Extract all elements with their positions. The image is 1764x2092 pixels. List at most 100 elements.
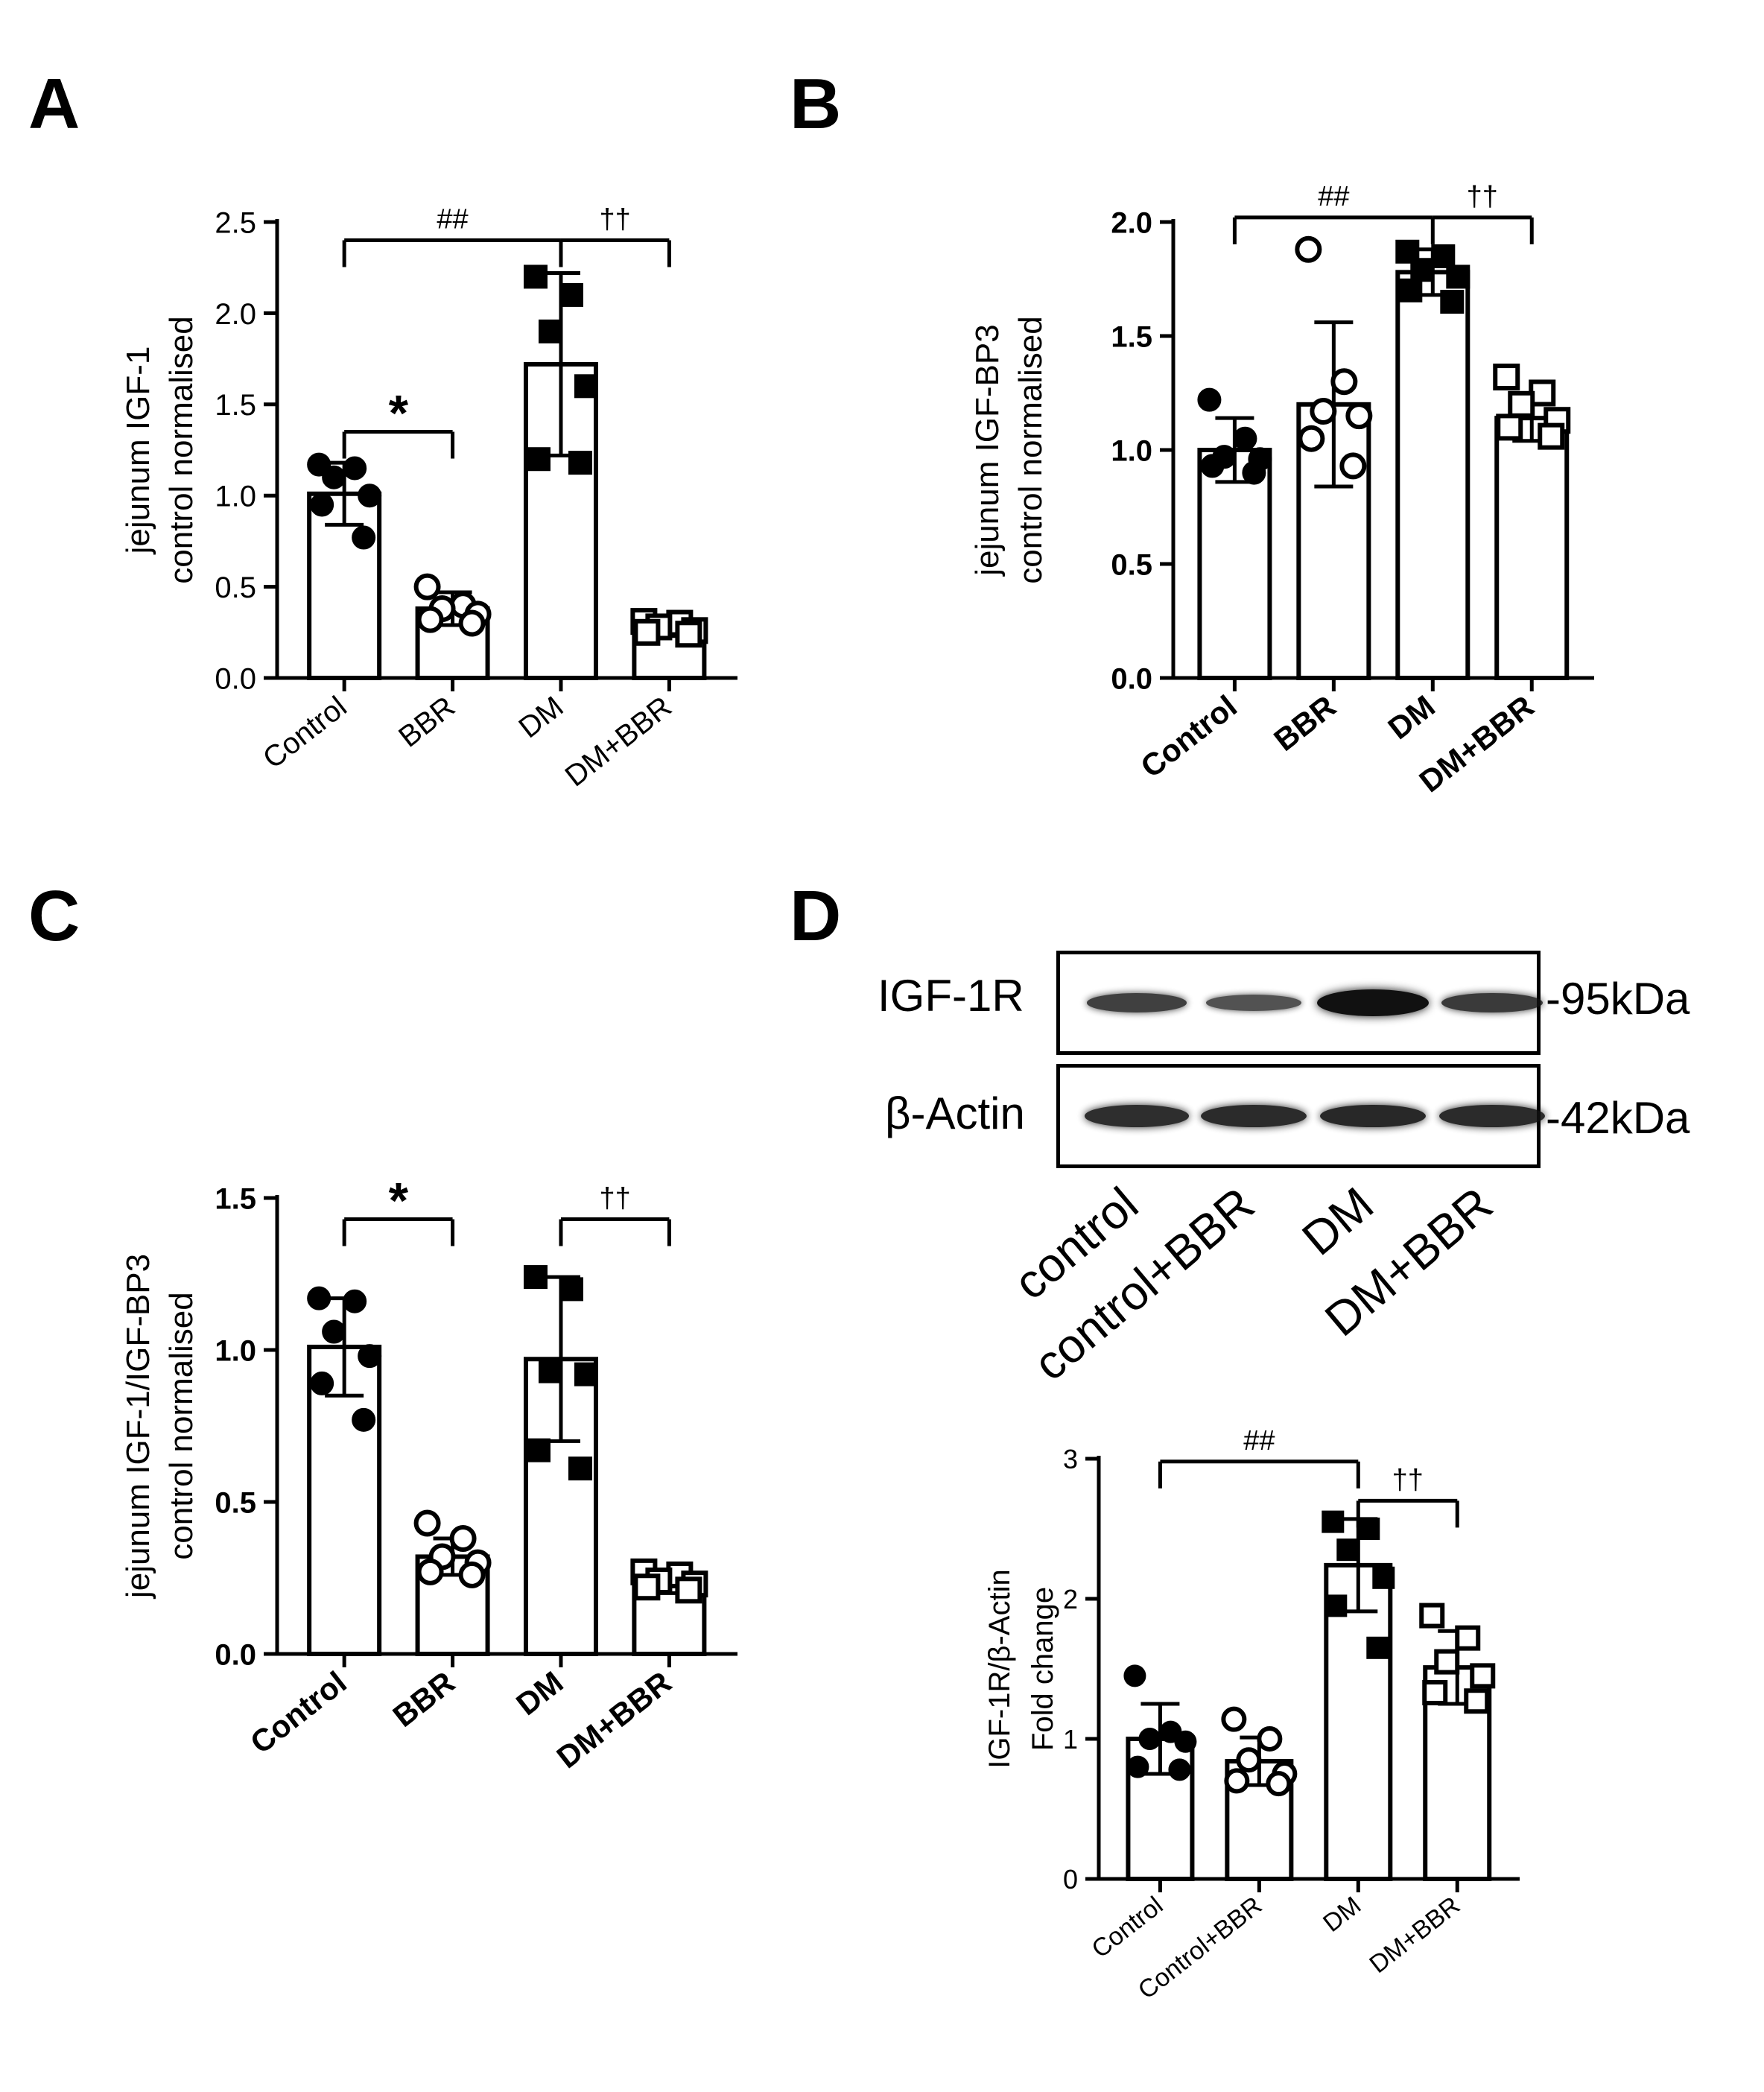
y-tick-label: 1.0	[215, 1334, 256, 1367]
data-point	[574, 374, 598, 399]
bar	[1395, 270, 1470, 680]
significance-label: ##	[437, 203, 468, 235]
y-tick-label: 1	[1063, 1724, 1078, 1755]
category-label: BBR	[386, 1664, 461, 1734]
data-point	[1446, 264, 1470, 289]
data-point	[343, 1289, 367, 1313]
blot-band	[1085, 1105, 1189, 1127]
y-tick-label: 0.0	[215, 1638, 256, 1671]
bar	[1197, 448, 1272, 680]
data-point	[1257, 1726, 1283, 1752]
y-axis-label: Fold change	[1027, 1587, 1059, 1751]
data-point	[322, 1319, 346, 1344]
y-tick-label: 2	[1063, 1584, 1078, 1614]
data-point	[574, 1362, 598, 1386]
data-point	[352, 525, 376, 550]
panel-letter-a: A	[28, 64, 80, 144]
y-tick-label: 1.5	[1111, 320, 1152, 353]
data-point	[1419, 1603, 1445, 1629]
y-tick-label: 0.5	[215, 1486, 256, 1519]
blot-size-42kda: -42kDa	[1546, 1093, 1690, 1143]
data-point	[1398, 278, 1423, 302]
data-point	[416, 1558, 444, 1585]
category-label: BBR	[393, 690, 461, 753]
data-point	[1224, 1768, 1250, 1794]
data-point	[416, 606, 444, 633]
category-label: Control	[244, 1664, 353, 1760]
data-point	[538, 319, 562, 343]
y-axis-label: jejunum IGF-1/IGF-BP3	[120, 1254, 156, 1600]
data-point	[1123, 1664, 1146, 1687]
y-axis-label: control normalised	[1012, 316, 1049, 584]
significance-label: ##	[1243, 1425, 1275, 1457]
data-point	[523, 1265, 548, 1290]
y-tick-label: 3	[1063, 1444, 1078, 1474]
data-point	[1242, 460, 1266, 485]
category-label: DM+BBR	[559, 690, 678, 793]
category-label: DM+BBR	[1364, 1891, 1465, 1979]
data-point	[449, 1524, 477, 1552]
data-point	[358, 484, 382, 508]
blot-size-95kda: -95kDa	[1546, 974, 1690, 1024]
panel-letter-b: B	[790, 64, 841, 144]
y-tick-label: 0.0	[215, 662, 256, 695]
blot-band	[1201, 1104, 1307, 1128]
data-point	[1339, 452, 1367, 480]
category-label: DM	[510, 1664, 569, 1722]
data-point	[1236, 1747, 1262, 1773]
data-point	[568, 1457, 592, 1481]
category-label: DM	[513, 690, 569, 744]
data-point	[1434, 1649, 1460, 1675]
data-point	[526, 1438, 551, 1462]
blot-band	[1320, 1104, 1426, 1128]
significance-label: *	[389, 385, 409, 442]
data-point	[1345, 402, 1373, 430]
data-point	[568, 451, 592, 475]
data-point	[1138, 1728, 1161, 1750]
y-axis-label: control normalised	[163, 316, 200, 584]
data-point	[343, 456, 367, 481]
significance-label: ##	[1318, 181, 1349, 212]
category-label: DM	[1381, 688, 1441, 746]
significance-label: *	[389, 1173, 409, 1229]
panel-letter-d: D	[790, 876, 841, 956]
data-point	[559, 282, 583, 307]
data-point	[1200, 454, 1225, 478]
data-point	[1295, 235, 1322, 263]
data-point	[1538, 422, 1565, 450]
data-point	[1336, 1538, 1360, 1562]
data-point	[413, 1509, 441, 1537]
data-point	[310, 492, 334, 517]
data-point	[1422, 1679, 1448, 1705]
y-axis-label: control normalised	[163, 1292, 200, 1560]
data-point	[1440, 290, 1465, 314]
data-point	[1233, 426, 1257, 451]
data-point	[1174, 1730, 1197, 1753]
category-label: DM	[1318, 1891, 1366, 1938]
data-point	[322, 465, 346, 489]
data-point	[1126, 1755, 1149, 1778]
y-tick-label: 1.0	[215, 481, 256, 513]
data-point	[1324, 1594, 1348, 1617]
data-point	[1266, 1771, 1292, 1797]
blot-band	[1206, 995, 1301, 1011]
y-axis-label: jejunum IGF-BP3	[969, 324, 1006, 577]
y-tick-label: 1.5	[215, 1182, 256, 1215]
data-point	[1493, 364, 1520, 391]
category-label: DM+BBR	[550, 1664, 677, 1775]
data-point	[1330, 368, 1358, 396]
data-point	[1496, 413, 1523, 441]
chart-c: 0.0 0.5 1.0 1.5 jejunum IGF-1/IGF-BP3 control…	[120, 1173, 737, 1775]
data-point	[1470, 1663, 1496, 1689]
data-point	[1431, 244, 1456, 268]
data-point	[413, 573, 441, 600]
chart-b: 0.0 0.5 1.0 1.5 2.0 jejunum IGF-BP3 control no…	[969, 181, 1594, 799]
data-point	[307, 1286, 331, 1310]
significance-label: ††	[600, 203, 631, 235]
blot-band	[1439, 1104, 1545, 1128]
data-point	[352, 1407, 376, 1432]
blot-band	[1087, 993, 1187, 1012]
data-point	[1322, 1510, 1345, 1533]
